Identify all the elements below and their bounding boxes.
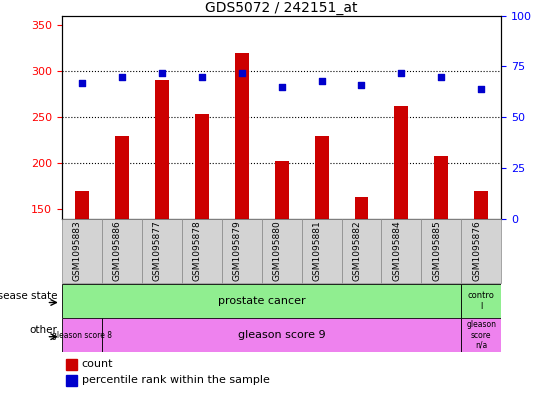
Title: GDS5072 / 242151_at: GDS5072 / 242151_at	[205, 1, 358, 15]
Point	[78, 79, 86, 86]
Text: prostate cancer: prostate cancer	[218, 296, 306, 306]
Text: GSM1095886: GSM1095886	[113, 220, 122, 281]
Bar	[75, 191, 89, 219]
FancyBboxPatch shape	[461, 318, 501, 352]
Point	[277, 84, 286, 90]
Text: percentile rank within the sample: percentile rank within the sample	[82, 375, 270, 385]
Bar	[66, 359, 78, 369]
FancyBboxPatch shape	[461, 284, 501, 318]
Text: GSM1095883: GSM1095883	[73, 220, 82, 281]
FancyBboxPatch shape	[102, 219, 142, 283]
Text: gleason score 8: gleason score 8	[52, 331, 112, 340]
FancyBboxPatch shape	[102, 318, 461, 352]
FancyBboxPatch shape	[461, 219, 501, 283]
Bar	[315, 136, 329, 219]
Text: GSM1095876: GSM1095876	[472, 220, 481, 281]
Bar	[395, 106, 409, 219]
Text: GSM1095881: GSM1095881	[313, 220, 322, 281]
Bar	[115, 136, 129, 219]
Text: count: count	[82, 359, 113, 369]
Text: GSM1095877: GSM1095877	[153, 220, 162, 281]
Text: GSM1095882: GSM1095882	[353, 220, 362, 281]
Text: GSM1095878: GSM1095878	[193, 220, 202, 281]
Bar	[234, 53, 248, 219]
FancyBboxPatch shape	[261, 219, 302, 283]
Bar	[275, 162, 288, 219]
FancyBboxPatch shape	[421, 219, 461, 283]
Text: gleason score 9: gleason score 9	[238, 330, 326, 340]
FancyBboxPatch shape	[62, 318, 102, 352]
Text: disease state: disease state	[0, 291, 57, 301]
Bar	[355, 197, 369, 219]
Text: other: other	[29, 325, 57, 335]
FancyBboxPatch shape	[142, 219, 182, 283]
Bar	[155, 80, 169, 219]
Text: contro
l: contro l	[468, 291, 495, 310]
FancyBboxPatch shape	[62, 284, 461, 318]
Bar	[474, 191, 488, 219]
Point	[237, 69, 246, 75]
Text: GSM1095885: GSM1095885	[432, 220, 441, 281]
FancyBboxPatch shape	[302, 219, 342, 283]
Point	[157, 69, 166, 75]
FancyBboxPatch shape	[342, 219, 382, 283]
Bar	[195, 114, 209, 219]
Text: gleason
score
n/a: gleason score n/a	[466, 320, 496, 350]
FancyBboxPatch shape	[382, 219, 421, 283]
Point	[357, 81, 366, 88]
Point	[197, 73, 206, 80]
Bar	[434, 156, 448, 219]
Point	[118, 73, 126, 80]
Text: GSM1095884: GSM1095884	[392, 220, 402, 281]
FancyBboxPatch shape	[62, 219, 102, 283]
FancyBboxPatch shape	[182, 219, 222, 283]
Text: GSM1095880: GSM1095880	[273, 220, 281, 281]
Point	[317, 77, 326, 84]
FancyBboxPatch shape	[222, 219, 261, 283]
Text: GSM1095879: GSM1095879	[233, 220, 241, 281]
Point	[397, 69, 406, 75]
Bar	[66, 375, 78, 386]
Point	[437, 73, 446, 80]
Point	[477, 86, 486, 92]
